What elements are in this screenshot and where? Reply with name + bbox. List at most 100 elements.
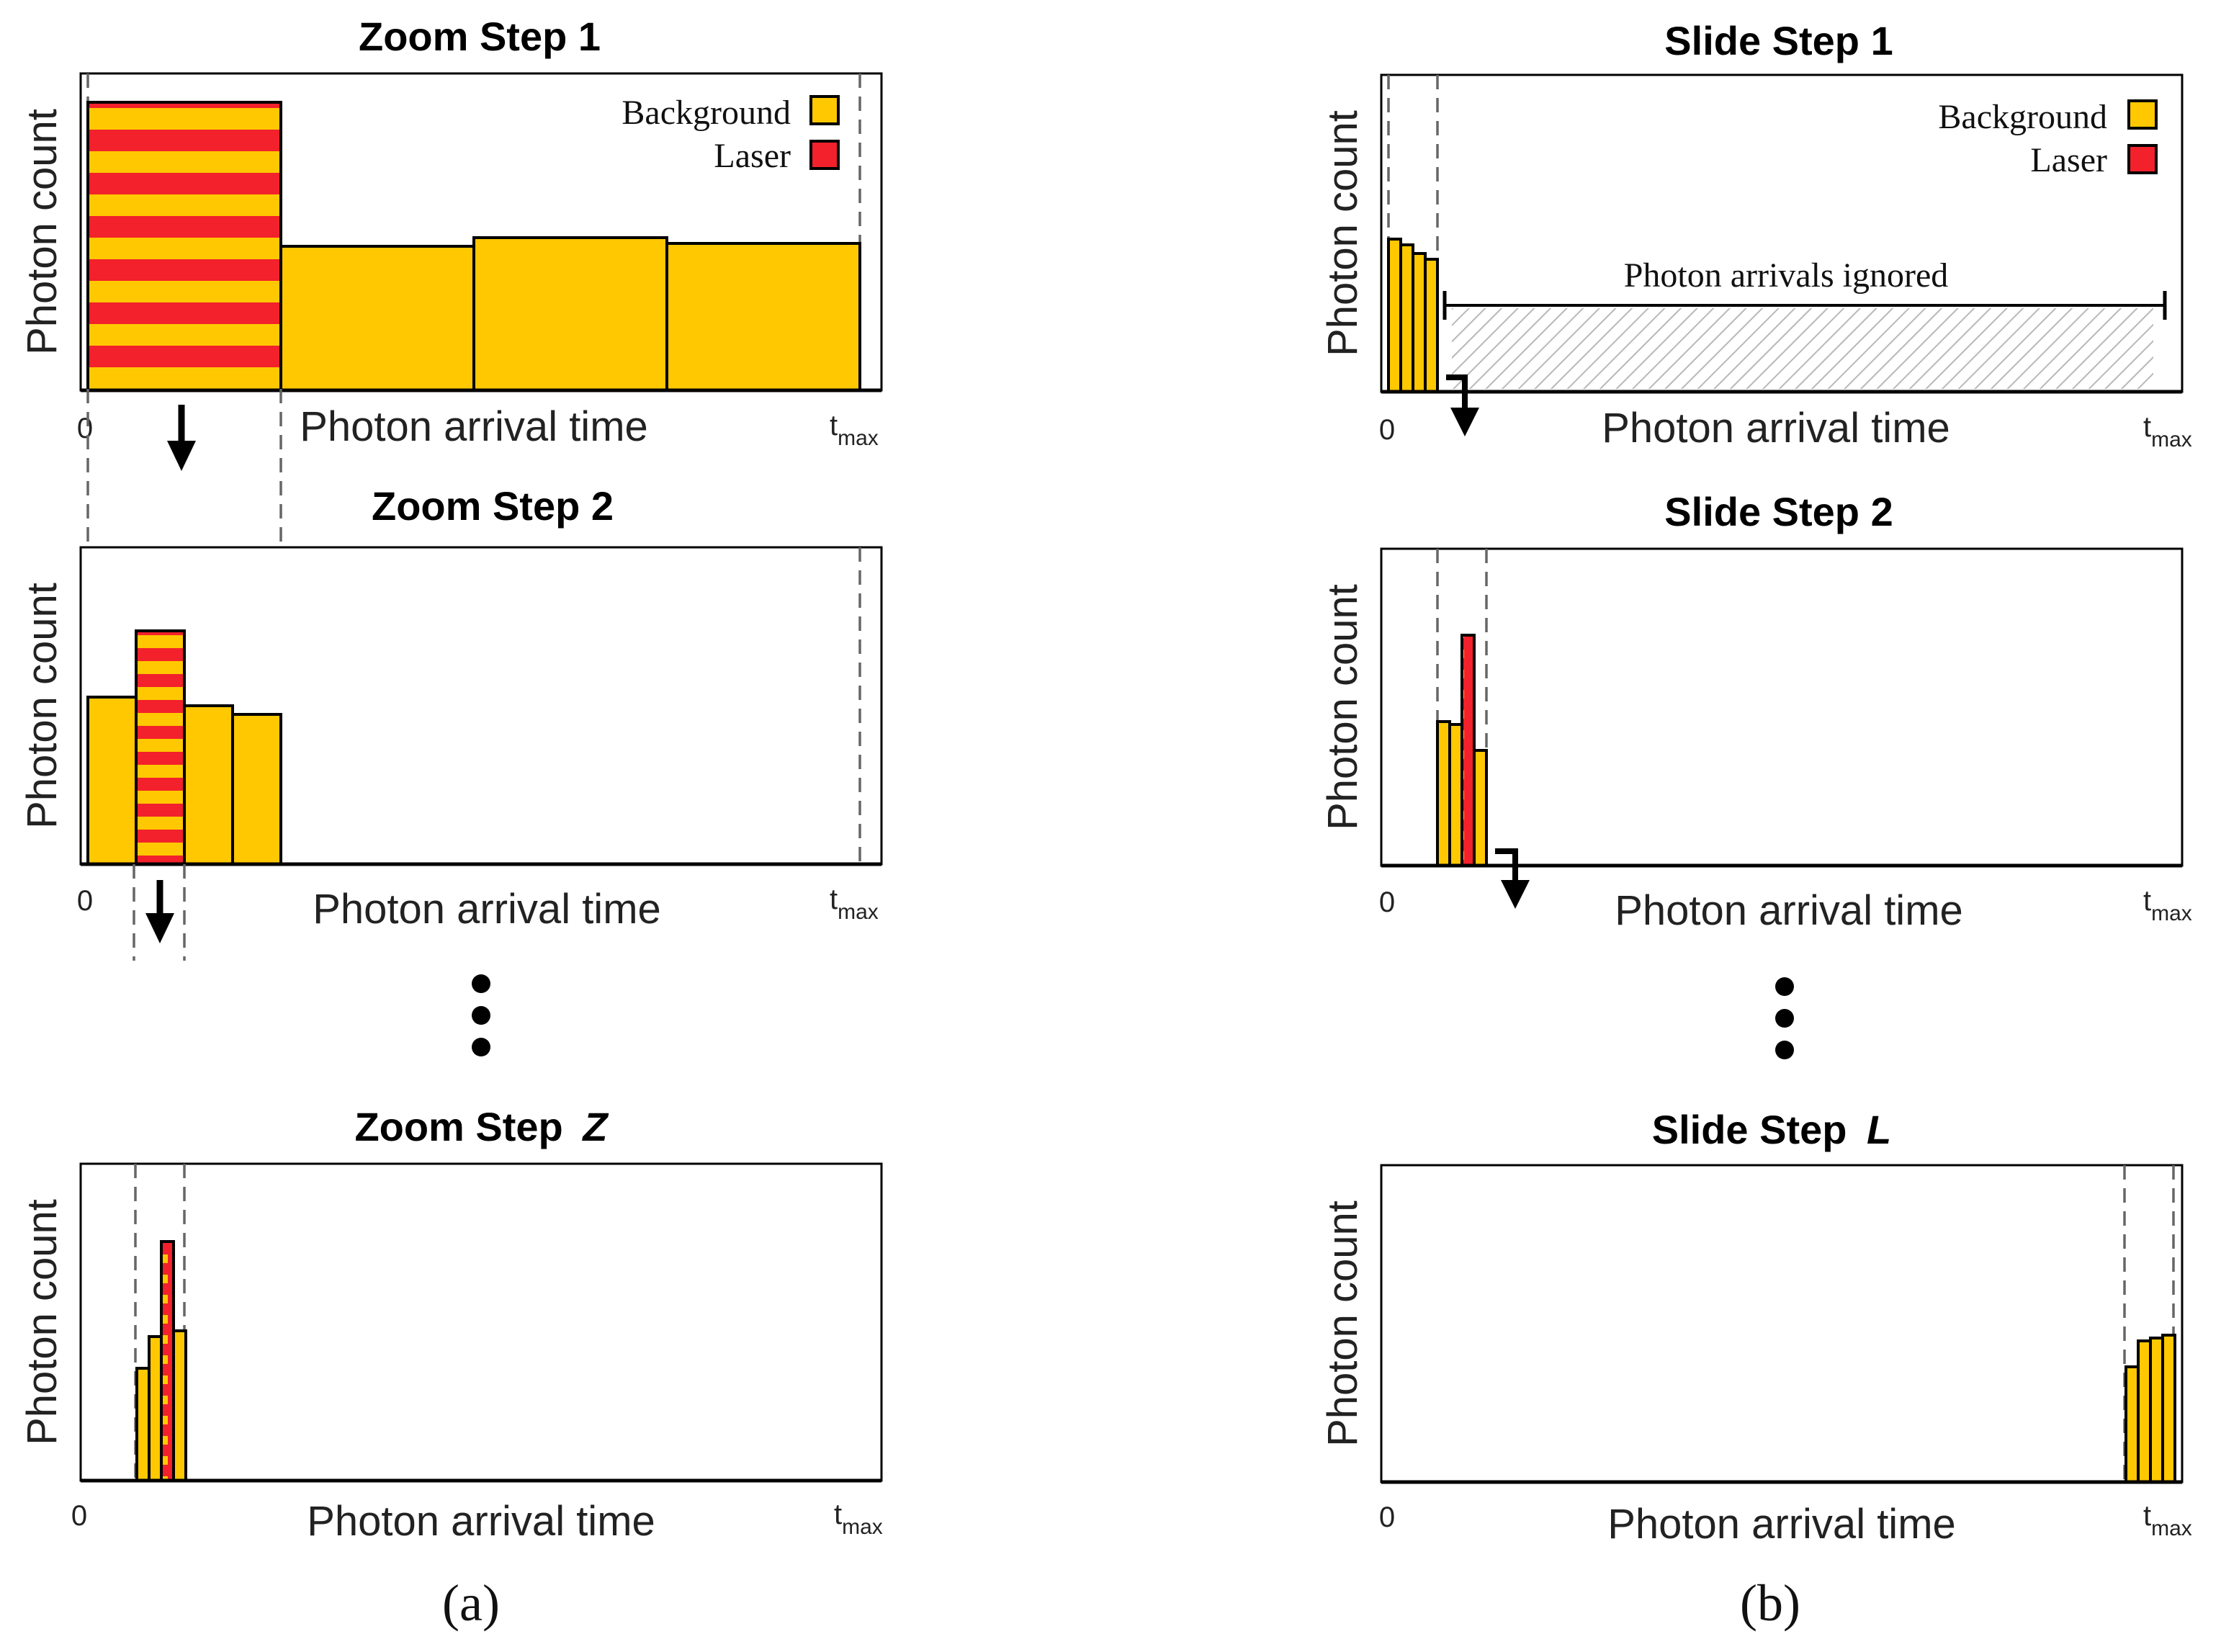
zoom-step-1-xlabel: Photon arrival time — [300, 403, 648, 450]
legend-laser-swatch-b — [2127, 144, 2158, 174]
ellipsis-dot-2 — [472, 1006, 490, 1025]
zoom1-bar-background-2 — [279, 245, 475, 392]
legend-background-swatch — [809, 95, 840, 125]
zoom2-bar-laser-2 — [135, 629, 186, 866]
slide-step-2-x-end: tmax — [2143, 885, 2192, 925]
zoom-step-z-frame — [79, 1162, 883, 1482]
zoom-step-2-x-start: 0 — [77, 885, 93, 917]
zoom-step-z-xlabel: Photon arrival time — [307, 1498, 655, 1545]
ignored-bracket — [1442, 291, 2167, 320]
slide-step-l-title: Slide Step L — [1652, 1107, 1892, 1152]
zoom-step-z-title: Zoom Step Z — [354, 1104, 609, 1149]
zoom2-bar-background-3 — [183, 704, 234, 866]
zoom-step-1-x-start: 0 — [77, 413, 93, 444]
ellipsis-dot-1 — [472, 974, 490, 993]
zoom-step-z-x-end: tmax — [834, 1499, 883, 1539]
zoom-1-to-2-connector — [86, 389, 282, 547]
slide-arrow-2 — [1495, 848, 1530, 909]
legend-background-swatch-b — [2127, 99, 2158, 130]
zoom-step-2-x-end: tmax — [830, 884, 879, 924]
zoom-step-z-x-start: 0 — [71, 1500, 87, 1532]
zoom-step-1-legend: Background Laser — [622, 94, 840, 175]
zoom-step-1-plot: Zoom Step 1 Photon count 0 Photon arriva… — [19, 14, 883, 450]
slide-arrow-1 — [1446, 374, 1479, 436]
slide-step-1-x-start: 0 — [1379, 414, 1395, 446]
slide-step-1-x-end: tmax — [2143, 411, 2192, 452]
zoomZ-bar-background-1 — [135, 1367, 151, 1482]
slideL-bar-background-4 — [2161, 1334, 2176, 1483]
zoom-step-2-bars — [86, 629, 282, 866]
zoom-step-2-xlabel: Photon arrival time — [313, 886, 661, 933]
slide-step-2-frame — [1380, 547, 2184, 867]
zoom1-bar-laser-1 — [86, 101, 282, 392]
ellipsis-dot-3 — [472, 1038, 490, 1056]
legend-background-label-b: Background — [1938, 98, 2107, 136]
slide-step-2-plot: Slide Step 2 Photon count 0 Photon arriv… — [1319, 489, 2192, 934]
slide-step-2-title: Slide Step 2 — [1664, 489, 1893, 534]
slideL-bar-background-1 — [2124, 1365, 2140, 1483]
ellipsis-b-dot-1 — [1775, 977, 1794, 996]
zoom-step-1-bars — [86, 101, 861, 392]
slide1-bar-background-1 — [1387, 238, 1402, 393]
zoom-step-2-plot: Zoom Step 2 Photon count 0 Photon arriva… — [19, 483, 883, 933]
zoom-step-2-title: Zoom Step 2 — [372, 483, 614, 529]
zoomZ-bar-laser-3 — [160, 1240, 175, 1482]
zoomZ-bar-background-4 — [172, 1329, 187, 1482]
ignored-label: Photon arrivals ignored — [1624, 256, 1949, 295]
zoom-step-1-ylabel: Photon count — [19, 109, 66, 355]
slide-arrow-1-shaft — [1446, 374, 1468, 412]
zoomZ-bar-background-2 — [148, 1335, 163, 1482]
ignored-region-hatch — [1452, 308, 2153, 389]
slide-step-l-x-end: tmax — [2143, 1500, 2192, 1540]
zoom-step-1-x-end: tmax — [830, 410, 879, 450]
legend-laser-label-b: Laser — [2030, 141, 2107, 179]
zoom-down-arrow-1-head — [167, 441, 196, 471]
zoom-ellipsis — [472, 974, 490, 1056]
ellipsis-b-dot-2 — [1775, 1009, 1794, 1028]
slideL-bar-background-2 — [2137, 1339, 2152, 1483]
slideL-bar-background-3 — [2149, 1337, 2164, 1483]
slide-step-2-x-start: 0 — [1379, 886, 1395, 918]
zoom1-bar-background-4 — [665, 242, 861, 392]
slide-step-l-plot: Slide Step L Photon count 0 Photon arriv… — [1319, 1107, 2192, 1548]
slide-step-1-title: Slide Step 1 — [1664, 18, 1893, 63]
zoom1-bar-background-3 — [472, 236, 668, 392]
slide-arrow-2-shaft — [1495, 848, 1518, 884]
zoom-step-2-ylabel: Photon count — [19, 583, 66, 829]
panel-b-caption: (b) — [1740, 1574, 1800, 1632]
slide1-bar-background-4 — [1424, 258, 1439, 393]
slide2-bar-laser-3 — [1461, 634, 1476, 867]
slide-step-l-x-start: 0 — [1379, 1501, 1395, 1533]
legend-laser-label: Laser — [714, 137, 791, 175]
slide-step-2-bars — [1436, 634, 1488, 867]
slide-step-1-ylabel: Photon count — [1319, 110, 1366, 356]
legend-laser-swatch — [809, 140, 840, 170]
slide-step-l-bars — [2124, 1334, 2176, 1483]
slide2-bar-background-2 — [1448, 723, 1463, 867]
zoom2-bar-background-4 — [231, 713, 282, 866]
slide-step-l-frame — [1380, 1164, 2184, 1483]
slide-step-2-ylabel: Photon count — [1319, 584, 1366, 830]
slide-arrow-2-head — [1501, 880, 1530, 909]
slide2-bar-background-4 — [1473, 749, 1488, 867]
zoom-down-arrow-2-head — [145, 913, 174, 943]
zoom2-bar-background-1 — [86, 696, 138, 866]
zoom-step-z-plot: Zoom Step Z Photon count 0 Photon arriva… — [19, 1104, 883, 1545]
slide-ellipsis — [1775, 977, 1794, 1059]
ellipsis-b-dot-3 — [1775, 1041, 1794, 1059]
slide-step-1-bars — [1387, 238, 1439, 393]
slide-step-l-xlabel: Photon arrival time — [1607, 1501, 1956, 1548]
legend-background-label: Background — [622, 94, 791, 132]
panel-a-caption: (a) — [442, 1574, 500, 1632]
slide2-bar-background-1 — [1436, 720, 1451, 867]
slide-step-l-ylabel: Photon count — [1319, 1200, 1366, 1447]
zoom-step-z-ylabel: Photon count — [19, 1199, 66, 1445]
zoom-step-1-title: Zoom Step 1 — [359, 14, 601, 59]
slide-step-2-xlabel: Photon arrival time — [1615, 887, 1963, 934]
zoom-step-z-bars — [135, 1240, 187, 1482]
slide-step-1-xlabel: Photon arrival time — [1602, 405, 1950, 452]
slide1-bar-background-2 — [1399, 243, 1414, 393]
slide1-bar-background-3 — [1412, 252, 1427, 393]
slide-arrow-1-head — [1450, 408, 1479, 436]
